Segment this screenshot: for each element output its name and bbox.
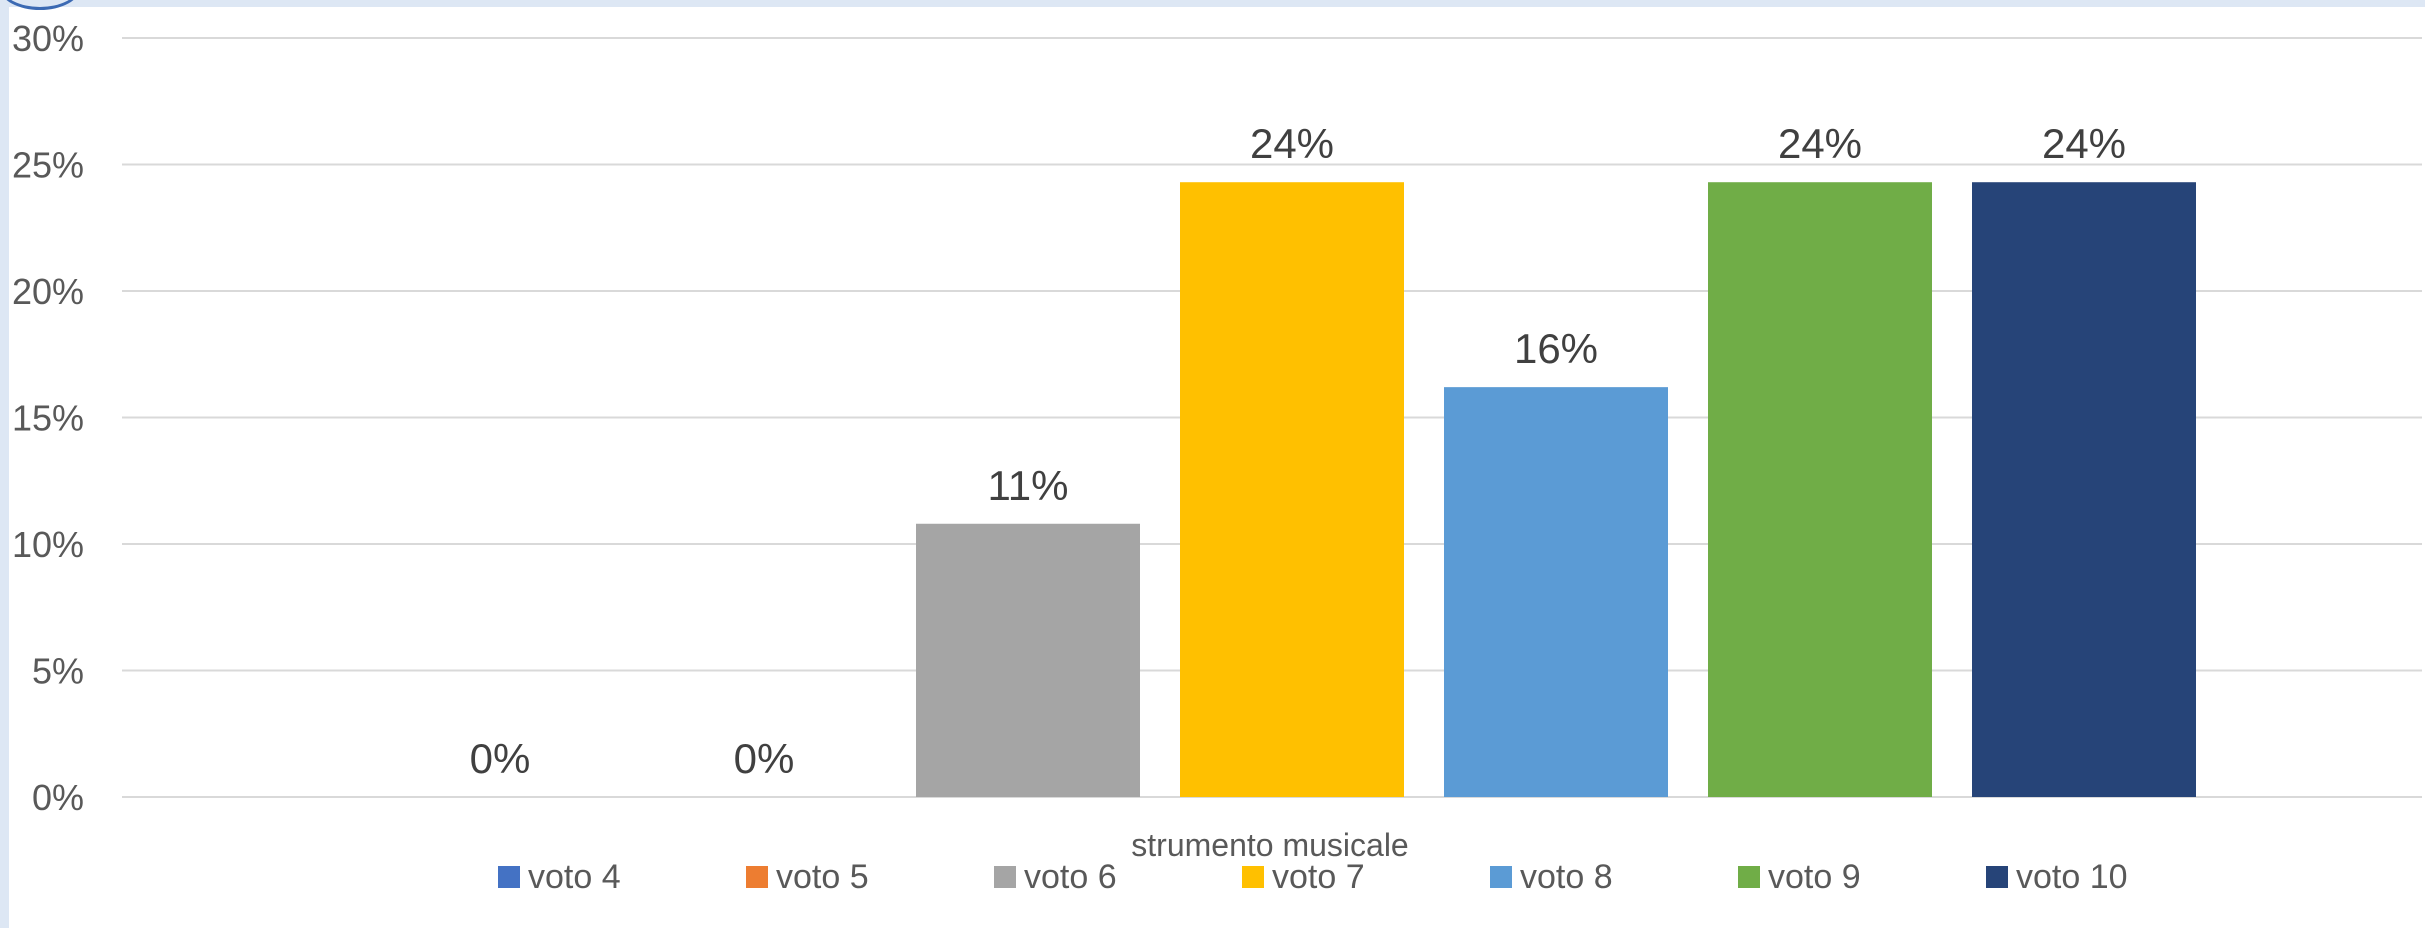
legend-swatch [1738, 866, 1760, 888]
legend-label: voto 8 [1520, 858, 1613, 896]
data-label: 11% [988, 462, 1069, 509]
legend-label: voto 5 [776, 858, 869, 896]
data-label: 24% [2042, 120, 2126, 167]
legend-label: voto 9 [1768, 858, 1861, 896]
legend-label: voto 4 [528, 858, 621, 896]
y-tick-label: 5% [32, 651, 84, 692]
bar-voto-7 [1180, 182, 1404, 797]
legend-label: voto 10 [2016, 858, 2128, 896]
bar-voto-8 [1444, 387, 1668, 797]
y-tick-label: 30% [12, 18, 84, 59]
bar-voto-10 [1972, 182, 2196, 797]
data-label: 16% [1514, 325, 1598, 372]
y-tick-label: 20% [12, 271, 84, 312]
bar-voto-9 [1708, 182, 1932, 797]
bar-voto-6 [916, 523, 1140, 797]
y-tick-label: 10% [12, 524, 84, 565]
legend-swatch [1490, 866, 1512, 888]
y-tick-label: 0% [32, 777, 84, 818]
y-tick-label: 25% [12, 145, 84, 186]
data-labels: 0% 0% 11% 24% 16% 24% 24% [470, 120, 2126, 782]
legend-swatch [1242, 866, 1264, 888]
y-tick-label: 15% [12, 398, 84, 439]
legend-swatch [746, 866, 768, 888]
y-axis-ticks: 0% 5% 10% 15% 20% 25% 30% [12, 18, 84, 818]
x-axis-title: strumento musicale [1131, 827, 1408, 863]
legend-swatch [1986, 866, 2008, 888]
legend-label: voto 7 [1272, 858, 1365, 896]
legend-label: voto 6 [1024, 858, 1117, 896]
frame-left-border [0, 0, 9, 928]
data-label: 24% [1778, 120, 1862, 167]
bars [916, 182, 2196, 797]
legend: voto 4 voto 5 voto 6 voto 7 voto 8 voto 9 voto… [498, 858, 2128, 896]
data-label: 24% [1250, 120, 1334, 167]
data-label: 0% [734, 735, 795, 782]
data-label: 0% [470, 735, 531, 782]
legend-swatch [498, 866, 520, 888]
legend-swatch [994, 866, 1016, 888]
frame-top-border [0, 0, 2425, 7]
